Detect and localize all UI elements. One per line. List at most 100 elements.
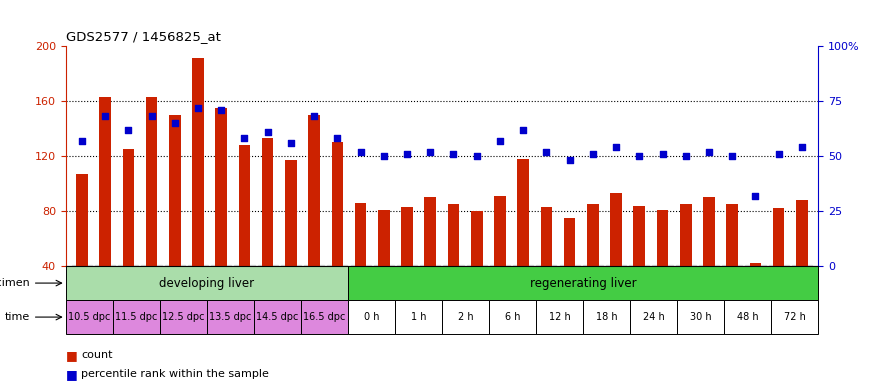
Point bbox=[702, 149, 716, 155]
Bar bbox=[354, 203, 367, 266]
Point bbox=[331, 136, 345, 142]
Text: count: count bbox=[81, 350, 113, 360]
Point bbox=[377, 153, 391, 159]
Bar bbox=[206, 300, 254, 334]
Bar bbox=[704, 197, 715, 266]
Point bbox=[214, 107, 228, 113]
Point bbox=[144, 113, 158, 119]
Text: 12.5 dpc: 12.5 dpc bbox=[162, 312, 205, 322]
Text: 72 h: 72 h bbox=[784, 312, 806, 322]
Bar bbox=[99, 97, 111, 266]
Point bbox=[539, 149, 553, 155]
Point bbox=[354, 149, 367, 155]
Bar bbox=[726, 204, 738, 266]
Bar bbox=[587, 204, 598, 266]
Bar bbox=[771, 300, 818, 334]
Bar bbox=[308, 115, 320, 266]
Bar bbox=[402, 207, 413, 266]
Text: 12 h: 12 h bbox=[549, 312, 570, 322]
Bar bbox=[146, 97, 158, 266]
Bar bbox=[332, 142, 343, 266]
Bar bbox=[254, 300, 301, 334]
Point bbox=[794, 144, 808, 151]
Point bbox=[98, 113, 112, 119]
Bar bbox=[215, 108, 227, 266]
Bar bbox=[634, 205, 645, 266]
Bar bbox=[448, 204, 459, 266]
Point bbox=[237, 136, 251, 142]
Point bbox=[191, 104, 205, 111]
Bar bbox=[348, 300, 395, 334]
Bar bbox=[517, 159, 529, 266]
Point bbox=[446, 151, 460, 157]
Point bbox=[655, 151, 669, 157]
Point bbox=[725, 153, 739, 159]
Point bbox=[168, 120, 182, 126]
Bar bbox=[677, 300, 724, 334]
Text: 14.5 dpc: 14.5 dpc bbox=[256, 312, 298, 322]
Bar bbox=[610, 193, 622, 266]
Text: 0 h: 0 h bbox=[364, 312, 379, 322]
Bar bbox=[113, 300, 160, 334]
Text: 30 h: 30 h bbox=[690, 312, 711, 322]
Bar bbox=[424, 197, 436, 266]
Bar bbox=[630, 300, 677, 334]
Bar bbox=[66, 300, 113, 334]
Bar bbox=[773, 209, 785, 266]
Text: regenerating liver: regenerating liver bbox=[529, 276, 636, 290]
Point bbox=[122, 127, 136, 133]
Bar bbox=[494, 196, 506, 266]
Point bbox=[261, 129, 275, 135]
Bar bbox=[657, 210, 668, 266]
Bar bbox=[724, 300, 771, 334]
Bar bbox=[395, 300, 442, 334]
Text: 11.5 dpc: 11.5 dpc bbox=[115, 312, 158, 322]
Bar bbox=[123, 149, 134, 266]
Text: 48 h: 48 h bbox=[737, 312, 759, 322]
Point bbox=[772, 151, 786, 157]
Bar bbox=[301, 300, 348, 334]
Point bbox=[586, 151, 600, 157]
Text: percentile rank within the sample: percentile rank within the sample bbox=[81, 369, 270, 379]
Point bbox=[400, 151, 414, 157]
Text: 2 h: 2 h bbox=[458, 312, 473, 322]
Bar bbox=[66, 266, 348, 300]
Text: GDS2577 / 1456825_at: GDS2577 / 1456825_at bbox=[66, 30, 220, 43]
Bar bbox=[541, 207, 552, 266]
Bar bbox=[750, 263, 761, 266]
Point bbox=[633, 153, 647, 159]
Point bbox=[75, 137, 89, 144]
Bar bbox=[348, 266, 818, 300]
Bar bbox=[564, 218, 576, 266]
Text: 24 h: 24 h bbox=[642, 312, 664, 322]
Text: 18 h: 18 h bbox=[596, 312, 617, 322]
Point bbox=[284, 140, 298, 146]
Bar bbox=[489, 300, 536, 334]
Text: 16.5 dpc: 16.5 dpc bbox=[303, 312, 346, 322]
Point bbox=[609, 144, 623, 151]
Point bbox=[679, 153, 693, 159]
Point bbox=[748, 193, 762, 199]
Text: 6 h: 6 h bbox=[505, 312, 520, 322]
Bar bbox=[160, 300, 206, 334]
Text: 1 h: 1 h bbox=[410, 312, 426, 322]
Bar bbox=[471, 211, 482, 266]
Text: 13.5 dpc: 13.5 dpc bbox=[209, 312, 251, 322]
Point bbox=[307, 113, 321, 119]
Point bbox=[470, 153, 484, 159]
Bar bbox=[285, 160, 297, 266]
Text: specimen: specimen bbox=[0, 278, 31, 288]
Bar bbox=[378, 210, 389, 266]
Bar bbox=[680, 204, 691, 266]
Point bbox=[563, 157, 577, 164]
Bar bbox=[583, 300, 630, 334]
Bar bbox=[76, 174, 88, 266]
Point bbox=[516, 127, 530, 133]
Bar bbox=[796, 200, 808, 266]
Text: ■: ■ bbox=[66, 349, 77, 362]
Text: time: time bbox=[5, 312, 31, 322]
Bar bbox=[169, 115, 180, 266]
Bar bbox=[192, 58, 204, 266]
Bar bbox=[262, 138, 274, 266]
Point bbox=[424, 149, 438, 155]
